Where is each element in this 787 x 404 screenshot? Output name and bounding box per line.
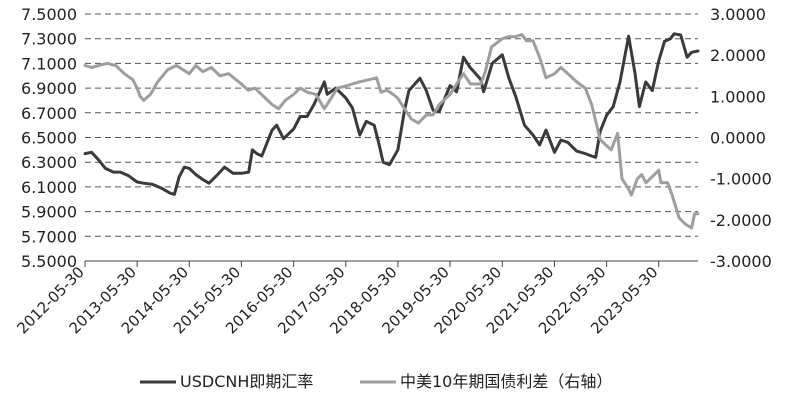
left-y-tick-label: 6.7000: [21, 104, 77, 123]
right-y-tick-label: 1.0000: [710, 87, 766, 106]
left-y-axis-ticks: 5.5000 5.7000 5.9000 6.1000 6.3000 6.5000 6.70…: [21, 5, 77, 271]
yield-spread-series-line: [83, 33, 700, 230]
left-y-tick-label: 6.9000: [21, 79, 77, 98]
right-y-tick-label: 0.0000: [710, 129, 766, 148]
legend-label: 中美10年期国债利差（右轴）: [400, 372, 612, 391]
right-y-tick-label: -2.0000: [710, 211, 772, 230]
left-y-tick-label: 7.3000: [21, 30, 77, 49]
left-y-tick-label: 7.1000: [21, 54, 77, 73]
series: [83, 32, 700, 230]
left-y-tick-label: 5.7000: [21, 227, 77, 246]
legend: USDCNH即期汇率 中美10年期国债利差（右轴）: [140, 372, 612, 391]
x-axis-ticks: 2012-05-302013-05-302014-05-302015-05-30…: [13, 261, 662, 337]
legend-label: USDCNH即期汇率: [180, 372, 313, 391]
left-y-tick-label: 5.9000: [21, 203, 77, 222]
right-y-tick-label: 2.0000: [710, 46, 766, 65]
left-y-tick-label: 7.5000: [21, 5, 77, 24]
grid-lines: [85, 13, 698, 237]
usdcnh-series-line: [83, 32, 700, 196]
left-y-tick-label: 6.1000: [21, 178, 77, 197]
right-y-tick-label: -3.0000: [710, 252, 772, 271]
right-y-tick-label: 3.0000: [710, 5, 766, 24]
left-y-tick-label: 6.3000: [21, 153, 77, 172]
right-y-tick-label: -1.0000: [710, 170, 772, 189]
left-y-tick-label: 6.5000: [21, 129, 77, 148]
left-y-tick-label: 5.5000: [21, 252, 77, 271]
right-y-axis-ticks: -3.0000 -2.0000 -1.0000 0.0000 1.0000 2.0000 3…: [710, 5, 772, 271]
